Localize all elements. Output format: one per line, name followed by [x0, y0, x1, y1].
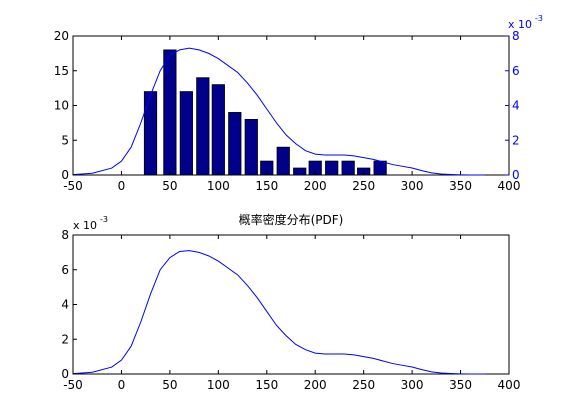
histogram-bar — [228, 112, 242, 176]
histogram-bar — [244, 119, 258, 176]
pdf-x-tick-label: 300 — [401, 378, 424, 392]
pdf-line — [72, 250, 485, 375]
histogram-bar — [211, 84, 225, 176]
histogram-y-tick-label: 10 — [54, 99, 69, 113]
pdf-x-tick-label: 400 — [498, 378, 521, 392]
pdf-axes: 概率密度分布(PDF) -50 0 50 100 150 200 250 300 350 400 … — [61, 212, 520, 392]
histogram-bar — [163, 49, 177, 176]
histogram-bar — [179, 91, 193, 176]
histogram-density-line — [72, 47, 485, 176]
histogram-plot-area — [72, 35, 510, 176]
pdf-y-tick-label: 0 — [61, 367, 69, 381]
histogram-right-y-tick-label: 8 — [512, 29, 520, 43]
histogram-right-y-tick-label: 0 — [512, 168, 520, 182]
histogram-right-y-tick-label: 4 — [512, 99, 520, 113]
histogram-bar — [293, 167, 307, 176]
pdf-y-tick-label: 8 — [61, 228, 69, 242]
histogram-bar — [325, 160, 339, 176]
histogram-right-y-ticks: 0 2 4 6 8 — [505, 29, 520, 182]
pdf-y-tick-label: 6 — [61, 263, 69, 277]
histogram-x-tick-label: 300 — [401, 179, 424, 193]
histogram-x-tick-label: 250 — [352, 179, 375, 193]
pdf-y-tick-label: 2 — [61, 332, 69, 346]
histogram-right-y-tick-label: 2 — [512, 133, 520, 147]
pdf-x-tick-label: 100 — [207, 378, 230, 392]
pdf-y-ticks: 0 2 4 6 8 — [61, 228, 77, 381]
histogram-x-tick-label: 100 — [207, 179, 230, 193]
histogram-right-exponent-label: x 10 — [508, 18, 532, 31]
pdf-exponent-label: x 10 — [73, 219, 97, 232]
histogram-x-tick-label: 50 — [162, 179, 177, 193]
pdf-exponent: -3 — [100, 215, 108, 224]
histogram-y-ticks: 0 5 10 15 20 — [54, 29, 77, 182]
histogram-bar — [373, 160, 387, 176]
histogram-x-tick-label: 200 — [304, 179, 327, 193]
histogram-bar — [276, 146, 290, 176]
histogram-right-exponent: -3 — [535, 14, 543, 23]
pdf-x-tick-label: 250 — [352, 378, 375, 392]
pdf-x-tick-label: 350 — [449, 378, 472, 392]
histogram-x-ticks: -50 0 50 100 150 200 250 300 350 400 — [63, 36, 520, 193]
histogram-x-tick-label: 400 — [498, 179, 521, 193]
pdf-x-tick-label: 0 — [118, 378, 126, 392]
histogram-y-tick-label: 15 — [54, 64, 69, 78]
pdf-y-tick-label: 4 — [61, 298, 69, 312]
pdf-plot-area — [72, 234, 510, 375]
histogram-x-tick-label: 0 — [118, 179, 126, 193]
pdf-x-tick-label: -50 — [63, 378, 83, 392]
pdf-x-tick-label: 50 — [162, 378, 177, 392]
histogram-x-tick-label: 150 — [255, 179, 278, 193]
histogram-y-tick-label: 0 — [61, 168, 69, 182]
histogram-y-tick-label: 5 — [61, 133, 69, 147]
histogram-y-tick-label: 20 — [54, 29, 69, 43]
histogram-bar — [196, 77, 210, 176]
pdf-x-tick-label: 150 — [255, 378, 278, 392]
histogram-x-tick-label: 350 — [449, 179, 472, 193]
pdf-x-ticks: -50 0 50 100 150 200 250 300 350 400 — [63, 235, 520, 392]
histogram-right-y-tick-label: 6 — [512, 64, 520, 78]
pdf-x-tick-label: 200 — [304, 378, 327, 392]
pdf-title: 概率密度分布(PDF) — [239, 212, 344, 227]
histogram-bar — [341, 160, 355, 176]
histogram-x-tick-label: -50 — [63, 179, 83, 193]
histogram-bar — [143, 91, 158, 176]
